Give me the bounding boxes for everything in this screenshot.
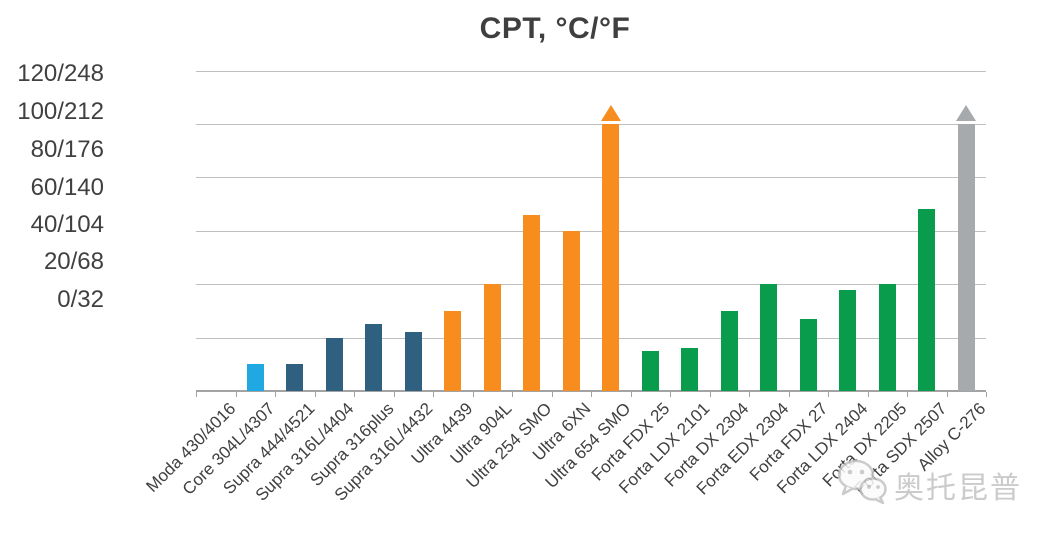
y-tick-label-20-68: 20/68 xyxy=(43,248,104,275)
axis-tick xyxy=(512,392,513,397)
gridline-40c xyxy=(196,284,986,286)
axis-tick xyxy=(867,392,869,397)
axis-tick xyxy=(235,392,237,397)
axis-tick xyxy=(393,392,395,397)
bar-ultra-6xn xyxy=(562,230,580,391)
axis-tick xyxy=(788,392,790,397)
bar-forta-dx-2205 xyxy=(878,284,896,391)
y-tick-label-60-140: 60/140 xyxy=(30,174,104,201)
bar-supra-444-4521 xyxy=(286,364,304,391)
y-tick-label-0-32: 0/32 xyxy=(57,286,104,313)
axis-tick xyxy=(314,392,316,397)
y-tick-label-120-248: 120/248 xyxy=(17,60,104,87)
exceeds-axis-arrow-alloy-c-276 xyxy=(956,105,977,121)
bar-core-304l-4307 xyxy=(246,364,264,391)
axis-tick xyxy=(551,392,553,397)
axis-tick xyxy=(907,392,908,397)
bar-supra-316plus xyxy=(365,324,383,392)
gridline-60c xyxy=(196,230,986,232)
bar-forta-ldx-2404 xyxy=(839,289,857,391)
axis-tick xyxy=(670,392,671,397)
wechat-icon xyxy=(836,458,888,511)
bar-forta-ldx-2101 xyxy=(681,348,699,391)
exceeds-axis-arrow-ultra-654-smo xyxy=(600,105,621,121)
axis-tick xyxy=(196,392,197,397)
y-tick-label-40-104: 40/104 xyxy=(30,211,104,238)
axis-tick xyxy=(986,392,987,397)
watermark: 奥托昆普 xyxy=(836,458,1022,511)
bar-ultra-254-smo xyxy=(523,214,541,391)
bar-alloy-c-276 xyxy=(957,124,975,391)
x-axis-line xyxy=(196,390,986,392)
y-tick-label-80-176: 80/176 xyxy=(30,136,104,163)
axis-tick xyxy=(946,392,948,397)
bar-ultra-654-smo xyxy=(602,124,620,391)
axis-tick xyxy=(354,392,355,397)
chart-title: CPT, °C/°F xyxy=(479,12,631,45)
watermark-text: 奥托昆普 xyxy=(894,471,1022,505)
y-tick-label-100-212: 100/212 xyxy=(17,98,104,125)
bar-ultra-4439 xyxy=(444,310,462,391)
axis-tick xyxy=(591,392,592,397)
gridline-80c xyxy=(196,177,986,179)
gridline-100c xyxy=(196,124,986,125)
bar-supra-316l-4432 xyxy=(404,332,422,391)
axis-tick xyxy=(749,392,750,397)
axis-tick xyxy=(709,392,711,397)
axis-tick xyxy=(275,392,276,397)
axis-tick xyxy=(433,392,434,397)
bar-ultra-904l xyxy=(483,284,501,391)
axis-tick xyxy=(630,392,632,397)
axis-tick xyxy=(828,392,829,397)
bar-forta-sdx-2507 xyxy=(918,209,936,391)
gridline-20c xyxy=(196,337,986,339)
bar-forta-edx-2304 xyxy=(760,284,778,391)
bar-forta-dx-2304 xyxy=(720,310,738,391)
bar-forta-fdx-25 xyxy=(641,350,659,391)
axis-tick xyxy=(472,392,474,397)
bar-supra-316l-4404 xyxy=(325,337,343,391)
gridline-120c xyxy=(196,70,986,72)
bar-forta-fdx-27 xyxy=(799,318,817,391)
